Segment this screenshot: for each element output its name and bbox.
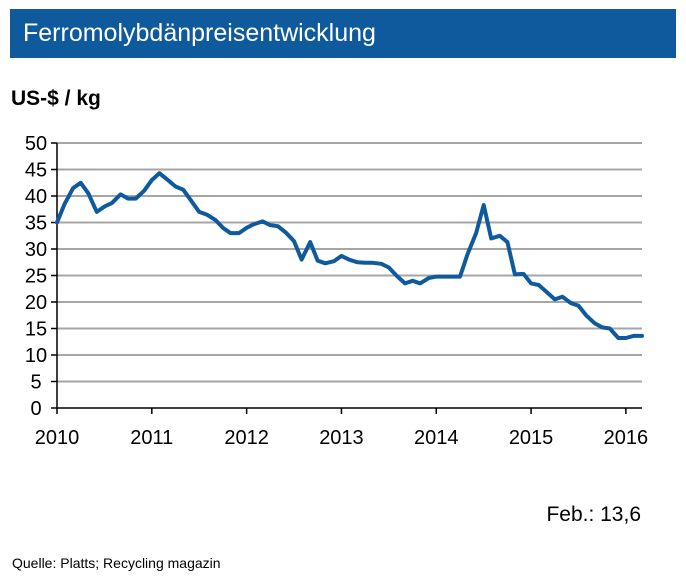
y-tick-label: 15	[25, 319, 47, 341]
axes	[51, 142, 642, 414]
chart-title: Ferromolybdänpreisentwicklung	[23, 19, 376, 47]
y-tick-label: 0	[30, 398, 41, 420]
x-tick-label: 2010	[35, 427, 80, 449]
x-tick-label: 2016	[604, 427, 649, 449]
grid-lines	[57, 142, 642, 383]
y-tick-label: 10	[25, 345, 47, 367]
y-tick-label: 30	[25, 239, 47, 261]
y-tick-label: 5	[30, 372, 41, 394]
price-series-line	[55, 171, 644, 340]
y-tick-label: 45	[25, 160, 47, 182]
y-axis-unit-label: US-$ / kg	[11, 87, 101, 110]
source-note: Quelle: Platts; Recycling magazin	[12, 555, 221, 571]
y-tick-label: 25	[25, 266, 47, 288]
x-tick-label: 2015	[509, 427, 554, 449]
x-tick-label: 2011	[130, 427, 173, 449]
tick-labels: 0 5 10 15 20 25 30 35 40 45 50 2010 2011 2012 2013 2014…	[25, 133, 648, 449]
x-tick-label: 2014	[414, 427, 459, 449]
x-tick-label: 2013	[319, 427, 364, 449]
y-tick-label: 40	[25, 186, 47, 208]
latest-value-annotation: Feb.: 13,6	[546, 503, 641, 526]
y-tick-label: 35	[25, 213, 47, 235]
y-tick-label: 50	[25, 133, 47, 155]
y-tick-label: 20	[25, 292, 47, 314]
series-layer	[55, 171, 644, 340]
chart-title-bar: Ferromolybdänpreisentwicklung	[10, 9, 676, 58]
x-tick-label: 2012	[224, 427, 269, 449]
